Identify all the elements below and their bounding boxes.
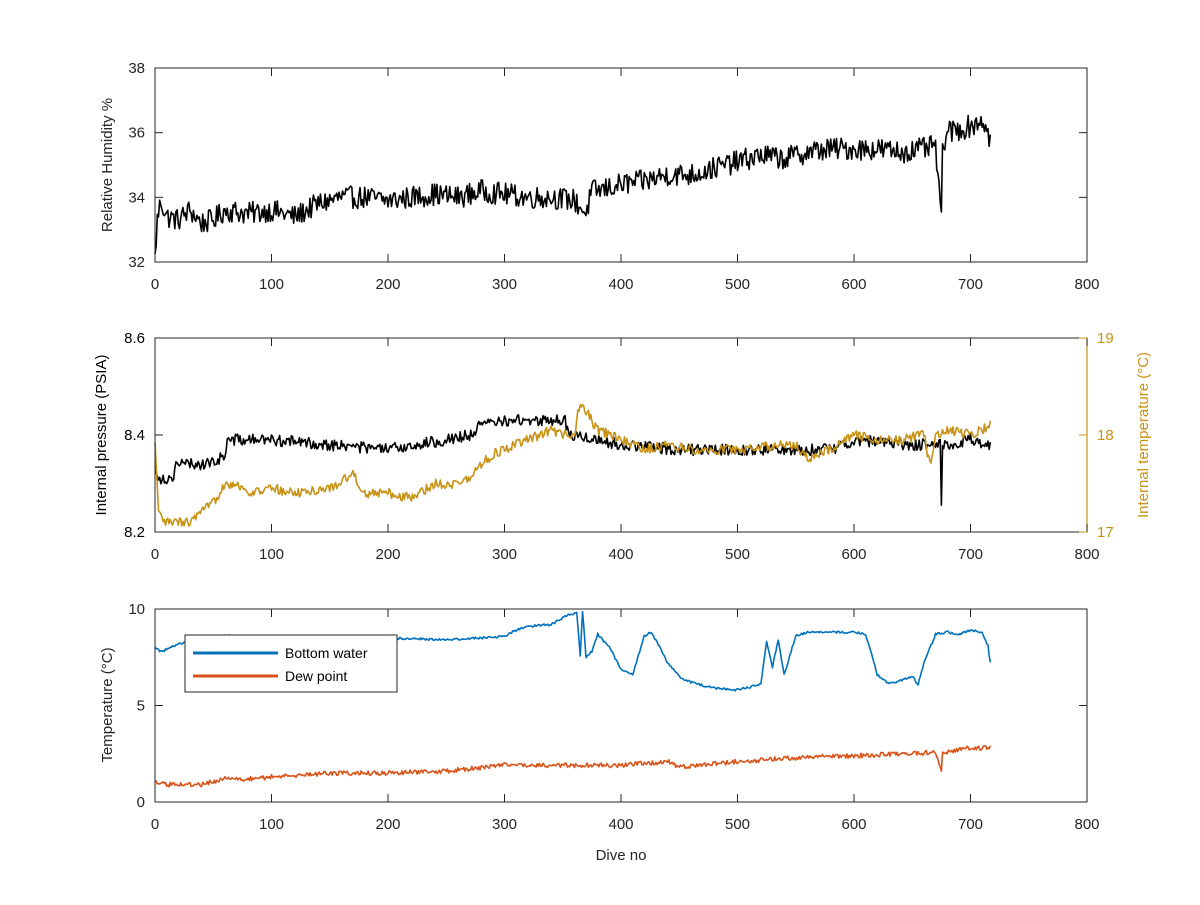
humidity-x-ticks: 0 100 200 300 400 500 600 700 800: [151, 68, 1100, 293]
temperature-y-label: Temperature (°C): [99, 647, 116, 762]
humidity-y-tick-label: 34: [128, 189, 145, 206]
pressure-y-label: Internal pressure (PSIA): [93, 355, 110, 516]
internal-temp-y-tick-label: 17: [1097, 524, 1114, 541]
pressure-panel: 0 100 200 300 400 500 600 700 800 8.2 8.4 8.6 17 18…: [93, 330, 1152, 563]
pressure-x-tick-label: 600: [841, 546, 866, 563]
x-axis-label: Dive no: [596, 847, 647, 864]
internal-temp-line: [154, 403, 992, 527]
dew-point-line: [154, 745, 992, 788]
temperature-x-tick-label: 300: [492, 816, 517, 833]
temperature-y-ticks: 0 5 10: [128, 601, 1087, 811]
temperature-x-tick-label: 500: [725, 816, 750, 833]
pressure-series-layer: [154, 403, 992, 527]
pressure-x-tick-label: 200: [375, 546, 400, 563]
legend-box: [184, 634, 398, 693]
temperature-x-tick-label: 600: [841, 816, 866, 833]
humidity-y-tick-label: 32: [128, 254, 145, 271]
temperature-x-tick-label: 400: [608, 816, 633, 833]
temperature-y-tick-label: 10: [128, 601, 145, 618]
temperature-x-tick-label: 200: [375, 816, 400, 833]
humidity-line: [154, 114, 992, 255]
temperature-x-tick-label: 0: [151, 816, 159, 833]
internal-temp-y-ticks: 17 18 19: [1079, 330, 1114, 541]
humidity-x-tick-label: 700: [958, 276, 983, 293]
humidity-x-tick-label: 500: [725, 276, 750, 293]
pressure-x-tick-label: 100: [259, 546, 284, 563]
pressure-y-tick-label: 8.4: [124, 427, 145, 444]
humidity-y-label: Relative Humidity %: [99, 98, 116, 232]
legend: Bottom water Dew point: [184, 634, 398, 693]
humidity-x-tick-label: 0: [151, 276, 159, 293]
pressure-x-tick-label: 800: [1074, 546, 1099, 563]
internal-pressure-line: [154, 413, 992, 506]
pressure-x-ticks: 0 100 200 300 400 500 600 700 800: [151, 338, 1100, 563]
humidity-series-layer: [154, 114, 992, 255]
pressure-y-tick-label: 8.2: [124, 524, 145, 541]
humidity-plot-background: [155, 68, 1087, 262]
humidity-x-tick-label: 600: [841, 276, 866, 293]
temperature-x-tick-label: 700: [958, 816, 983, 833]
humidity-x-tick-label: 400: [608, 276, 633, 293]
internal-temp-y-tick-label: 19: [1097, 330, 1114, 347]
humidity-x-tick-label: 100: [259, 276, 284, 293]
pressure-x-tick-label: 700: [958, 546, 983, 563]
legend-label-dew-point: Dew point: [285, 668, 347, 684]
pressure-y-tick-label: 8.6: [124, 330, 145, 347]
pressure-x-tick-label: 400: [608, 546, 633, 563]
temperature-x-tick-label: 800: [1074, 816, 1099, 833]
humidity-x-tick-label: 800: [1074, 276, 1099, 293]
humidity-panel: 0 100 200 300 400 500 600 700 800 32 34 36 38 Relat…: [99, 60, 1100, 293]
humidity-x-tick-label: 200: [375, 276, 400, 293]
humidity-y-ticks: 32 34 36 38: [128, 60, 1087, 271]
internal-temp-y-label: Internal temperature (°C): [1135, 352, 1152, 518]
pressure-x-tick-label: 300: [492, 546, 517, 563]
temperature-x-tick-label: 100: [259, 816, 284, 833]
pressure-x-tick-label: 500: [725, 546, 750, 563]
temperature-x-ticks: 0 100 200 300 400 500 600 700 800: [151, 609, 1100, 833]
temperature-y-tick-label: 5: [137, 698, 145, 715]
humidity-x-tick-label: 300: [492, 276, 517, 293]
legend-label-bottom-water: Bottom water: [285, 645, 368, 661]
temperature-panel: 0 100 200 300 400 500 600 700 800 0 5 10 Temperatu…: [99, 601, 1100, 864]
humidity-y-tick-label: 36: [128, 125, 145, 142]
humidity-y-tick-label: 38: [128, 60, 145, 77]
temperature-y-tick-label: 0: [137, 794, 145, 811]
internal-temp-y-tick-label: 18: [1097, 427, 1114, 444]
pressure-y-ticks: 8.2 8.4 8.6: [124, 330, 163, 541]
pressure-plot-background: [155, 338, 1087, 532]
pressure-x-tick-label: 0: [151, 546, 159, 563]
